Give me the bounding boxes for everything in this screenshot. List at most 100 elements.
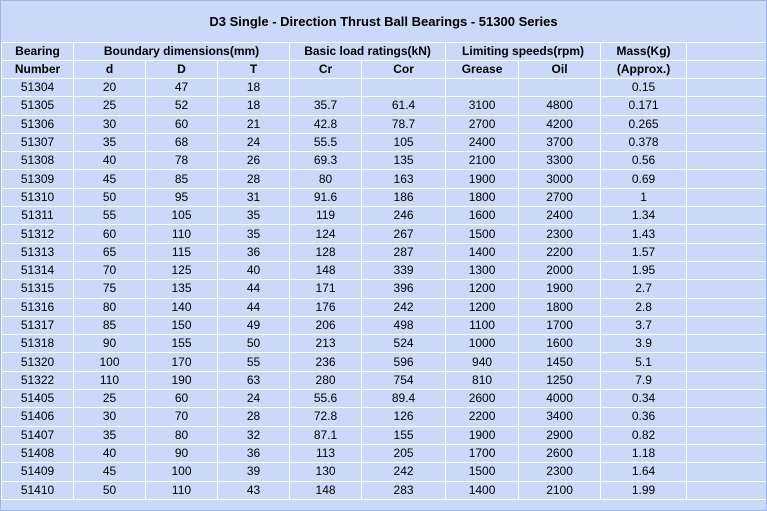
- cell-bearing-number: 51309: [1, 169, 74, 189]
- cell-blank: [686, 315, 766, 336]
- cell-d: 45: [73, 462, 146, 482]
- cell-mass: 0.34: [600, 389, 688, 409]
- cell-oil: 1600: [518, 334, 602, 354]
- cell-D-outer: 80: [145, 425, 218, 445]
- cell-T: 40: [216, 260, 291, 281]
- cell-Cr: 280: [289, 370, 363, 391]
- cell-Cor: 186: [361, 187, 447, 208]
- cell-d: 75: [73, 279, 146, 299]
- cell-Cr: 55.6: [289, 389, 363, 409]
- cell-bearing-number: 51311: [1, 206, 74, 226]
- cell-T: 44: [216, 279, 291, 299]
- cell-d: 40: [73, 443, 146, 464]
- cell-Cor: 396: [361, 279, 447, 299]
- cell-d: 45: [73, 169, 146, 189]
- cell-Cr: 69.3: [289, 151, 363, 171]
- cell-oil: 1450: [518, 352, 602, 372]
- cell-grease: 1400: [445, 480, 520, 500]
- cell-bearing-number: 51308: [1, 151, 74, 171]
- cell-Cor: 287: [361, 242, 447, 262]
- header-D-outer: D: [145, 60, 218, 79]
- cell-grease: [445, 77, 520, 98]
- cell-bearing-number: 51312: [1, 224, 74, 244]
- cell-Cor: 596: [361, 352, 447, 372]
- cell-Cr: [289, 77, 363, 98]
- cell-Cor: [361, 77, 447, 98]
- cell-D-outer: 125: [145, 260, 218, 281]
- cell-bearing-number: 51305: [1, 96, 74, 116]
- table-row: 51306 30 60 21 42.8 78.7 2700 4200 0.265: [1, 114, 766, 134]
- cell-d: 25: [73, 389, 146, 409]
- cell-T: 36: [216, 242, 291, 262]
- table-row: 51313 65 115 36 128 287 1400 2200 1.57: [1, 242, 766, 262]
- cell-oil: 1900: [518, 279, 602, 299]
- cell-d: 40: [73, 151, 146, 171]
- cell-oil: 4200: [518, 114, 602, 134]
- cell-Cr: 124: [289, 224, 363, 244]
- cell-Cor: 61.4: [361, 96, 447, 116]
- cell-bearing-number: 51316: [1, 297, 74, 317]
- cell-mass: 0.378: [600, 132, 688, 153]
- cell-mass: 0.265: [600, 114, 688, 134]
- cell-Cor: 163: [361, 169, 447, 189]
- cell-mass: 0.171: [600, 96, 688, 116]
- table-row: 51405 25 60 24 55.6 89.4 2600 4000 0.34: [1, 389, 766, 409]
- cell-blank: [686, 425, 766, 445]
- cell-oil: 2700: [518, 187, 602, 208]
- header-oil: Oil: [518, 60, 602, 79]
- cell-blank: [686, 96, 766, 116]
- cell-bearing-number: 51406: [1, 407, 74, 427]
- table-title: D3 Single - Direction Thrust Ball Bearin…: [1, 1, 766, 43]
- cell-bearing-number: 51410: [1, 480, 74, 500]
- cell-grease: 1900: [445, 169, 520, 189]
- cell-d: 30: [73, 114, 146, 134]
- cell-mass: 1.95: [600, 260, 688, 281]
- cell-bearing-number: 51314: [1, 260, 74, 281]
- cell-grease: 940: [445, 352, 520, 372]
- cell-mass: 7.9: [600, 370, 688, 391]
- cell-T: 32: [216, 425, 291, 445]
- cell-D-outer: 85: [145, 169, 218, 189]
- cell-T: 50: [216, 334, 291, 354]
- cell-Cr: 128: [289, 242, 363, 262]
- header-bearing: Bearing: [1, 42, 74, 61]
- cell-d: 90: [73, 334, 146, 354]
- cell-Cor: 89.4: [361, 389, 447, 409]
- cell-grease: 2400: [445, 132, 520, 153]
- cell-blank: [686, 242, 766, 262]
- cell-Cr: 148: [289, 480, 363, 500]
- cell-D-outer: 70: [145, 407, 218, 427]
- cell-blank: [686, 206, 766, 226]
- cell-oil: 2000: [518, 260, 602, 281]
- cell-Cor: 242: [361, 462, 447, 482]
- cell-d: 25: [73, 96, 146, 116]
- cell-Cr: 171: [289, 279, 363, 299]
- header-Cor: Cor: [361, 60, 447, 79]
- cell-grease: 1300: [445, 260, 520, 281]
- cell-mass: 0.15: [600, 77, 688, 98]
- bearing-table: Bearing Boundary dimensions(mm) Basic lo…: [1, 42, 766, 500]
- cell-bearing-number: 51409: [1, 462, 74, 482]
- cell-mass: 3.7: [600, 315, 688, 336]
- cell-D-outer: 68: [145, 132, 218, 153]
- table-row: 51320 100 170 55 236 596 940 1450 5.1: [1, 352, 766, 372]
- cell-T: 21: [216, 114, 291, 134]
- cell-oil: 4800: [518, 96, 602, 116]
- cell-Cr: 213: [289, 334, 363, 354]
- table-row: 51308 40 78 26 69.3 135 2100 3300 0.56: [1, 151, 766, 171]
- table-row: 51305 25 52 18 35.7 61.4 3100 4800 0.171: [1, 96, 766, 116]
- cell-mass: 2.8: [600, 297, 688, 317]
- cell-d: 65: [73, 242, 146, 262]
- cell-d: 30: [73, 407, 146, 427]
- cell-T: 26: [216, 151, 291, 171]
- cell-Cor: 242: [361, 297, 447, 317]
- cell-oil: 4000: [518, 389, 602, 409]
- cell-blank: [686, 151, 766, 171]
- table-row: 51409 45 100 39 130 242 1500 2300 1.64: [1, 462, 766, 482]
- cell-bearing-number: 51307: [1, 132, 74, 153]
- cell-oil: 3400: [518, 407, 602, 427]
- cell-blank: [686, 279, 766, 299]
- cell-oil: 2300: [518, 224, 602, 244]
- header-limiting-speeds: Limiting speeds(rpm): [445, 42, 602, 61]
